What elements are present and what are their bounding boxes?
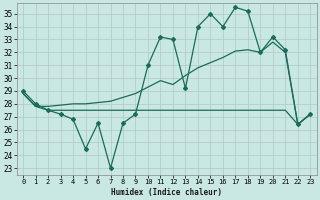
X-axis label: Humidex (Indice chaleur): Humidex (Indice chaleur) <box>111 188 222 197</box>
